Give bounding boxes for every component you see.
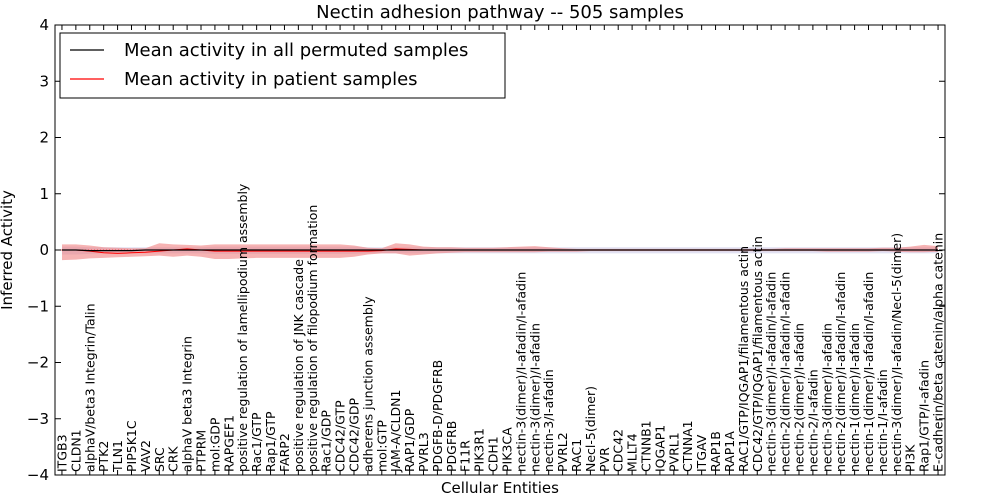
x-category-label: CDC42/GTP bbox=[333, 400, 348, 472]
x-category-label: PIK3R1 bbox=[472, 428, 487, 472]
x-category-label: MLLT4 bbox=[625, 433, 640, 472]
x-category-label: E-cadherin/beta catenin/alpha catenin bbox=[931, 233, 946, 472]
y-tick-label: −3 bbox=[27, 410, 49, 428]
y-tick-label: −1 bbox=[27, 297, 49, 315]
legend-label-permuted: Mean activity in all permuted samples bbox=[124, 40, 468, 61]
x-category-label: PVR bbox=[597, 447, 612, 472]
x-category-label: positive regulation of lamellipodium ass… bbox=[235, 183, 250, 472]
x-category-label: ITGB3 bbox=[55, 434, 70, 472]
x-category-label: Rac1/GDP bbox=[319, 410, 334, 472]
y-tick-label: 2 bbox=[39, 129, 49, 147]
permuted-mean-line bbox=[62, 249, 938, 252]
x-category-label: Rac1/GTP bbox=[249, 412, 264, 472]
x-category-label: JAM-A/CLDN1 bbox=[388, 390, 403, 473]
x-category-label: nectin-2(dimer)/I-afadin/I-afadin bbox=[833, 272, 848, 472]
x-category-label: nectin-1(dimer)/I-afadin/I-afadin bbox=[861, 272, 876, 472]
x-category-label: nectin-1(dimer)/I-afadin bbox=[847, 323, 862, 472]
y-tick-label: 3 bbox=[39, 72, 49, 90]
x-category-label: nectin-3(dimer)/I-afadin bbox=[527, 323, 542, 472]
x-category-label: Necl-5(dimer) bbox=[583, 386, 598, 472]
y-tick-label: 4 bbox=[39, 16, 49, 34]
x-category-label: CDC42/GDP bbox=[347, 397, 362, 472]
x-category-label: nectin-2/I-afadin bbox=[805, 369, 820, 472]
x-axis-label: Cellular Entities bbox=[441, 479, 559, 497]
x-category-label: PDGFB-D/PDGFRB bbox=[430, 360, 445, 472]
x-category-label: PI3K bbox=[903, 444, 918, 472]
x-category-label: nectin-2(dimer)/I-afadin bbox=[792, 323, 807, 472]
x-category-label: Rap1/GTP/I-afadin bbox=[917, 360, 932, 472]
x-category-label: nectin-3/I-afadin bbox=[541, 369, 556, 472]
x-category-label: RAP1A bbox=[722, 431, 737, 472]
x-category-label: adherens junction assembly bbox=[360, 296, 375, 472]
x-category-label: PIK3CA bbox=[500, 427, 515, 472]
x-category-label: nectin-3(dimer)/I-afadin/I-afadin bbox=[764, 272, 779, 472]
x-category-label: RAP1/GDP bbox=[402, 408, 417, 472]
x-category-label: PDGFRB bbox=[444, 421, 459, 472]
x-category-label: ITGAV bbox=[694, 434, 709, 472]
x-category-label: FARP2 bbox=[277, 433, 292, 472]
x-category-label: RAPGEF1 bbox=[221, 415, 236, 472]
x-category-label: CLDN1 bbox=[68, 429, 83, 472]
chart-title: Nectin adhesion pathway -- 505 samples bbox=[316, 2, 684, 23]
x-category-label: positive regulation of JNK cascade bbox=[291, 259, 306, 472]
x-category-label: nectin-3(dimer)/I-afadin/I-afadin bbox=[513, 272, 528, 472]
x-category-label: PIP5K1C bbox=[124, 420, 139, 472]
x-category-label: mol:GTP bbox=[374, 420, 389, 472]
x-category-label: TLN1 bbox=[110, 440, 125, 473]
x-category-label: Rap1/GTP bbox=[263, 411, 278, 472]
x-category-label: VAV2 bbox=[138, 440, 153, 472]
patient-band bbox=[62, 243, 938, 261]
x-category-label: PVRL1 bbox=[666, 432, 681, 472]
y-tick-label: 0 bbox=[39, 241, 49, 259]
x-category-label: RAP1B bbox=[708, 431, 723, 472]
x-category-label: alphaV beta3 Integrin bbox=[180, 336, 195, 472]
y-tick-label: 1 bbox=[39, 185, 49, 203]
x-category-label: positive regulation of filopodium format… bbox=[305, 205, 320, 472]
x-category-label: IQGAP1 bbox=[652, 425, 667, 472]
x-category-label: RAC1 bbox=[569, 439, 584, 472]
x-category-label: CTNNA1 bbox=[680, 420, 695, 472]
x-category-label: mol:GDP bbox=[207, 417, 222, 472]
legend-frame bbox=[59, 32, 506, 99]
x-category-label: nectin-2(dimer)/I-afadin/I-afadin bbox=[778, 272, 793, 472]
x-category-label: SRC bbox=[152, 447, 167, 472]
x-category-label: nectin-1/I-afadin bbox=[875, 369, 890, 472]
x-category-label: PVRL2 bbox=[555, 432, 570, 472]
x-category-label: CDC42/GTP/IQGAP1/filamentous actin bbox=[750, 236, 765, 472]
legend: Mean activity in all permuted samples Me… bbox=[59, 32, 506, 99]
x-category-label: RAC1/GTP/IQGAP1/filamentous actin bbox=[736, 246, 751, 472]
x-category-label: CDH1 bbox=[486, 436, 501, 472]
y-tick-label: −4 bbox=[27, 466, 49, 484]
x-category-label: CRK bbox=[166, 446, 181, 472]
x-category-label: nectin-3(dimer)/I-afadin bbox=[819, 323, 834, 472]
x-category-label: CTNNB1 bbox=[639, 420, 654, 472]
x-category-label: F11R bbox=[458, 440, 473, 472]
x-category-label: CDC42 bbox=[611, 429, 626, 472]
y-axis-label: Inferred Activity bbox=[0, 190, 16, 310]
y-tick-label: −2 bbox=[27, 354, 49, 372]
x-category-label: PTK2 bbox=[96, 441, 111, 472]
x-category-label: nectin-3(dimer)/I-afadin/Necl-5(dimer) bbox=[889, 233, 904, 472]
x-category-label: PTPRM bbox=[194, 430, 209, 472]
x-category-label: alphaV/beta3 Integrin/Talin bbox=[82, 304, 97, 473]
x-category-label: PVRL3 bbox=[416, 432, 431, 472]
legend-label-patient: Mean activity in patient samples bbox=[124, 69, 418, 90]
